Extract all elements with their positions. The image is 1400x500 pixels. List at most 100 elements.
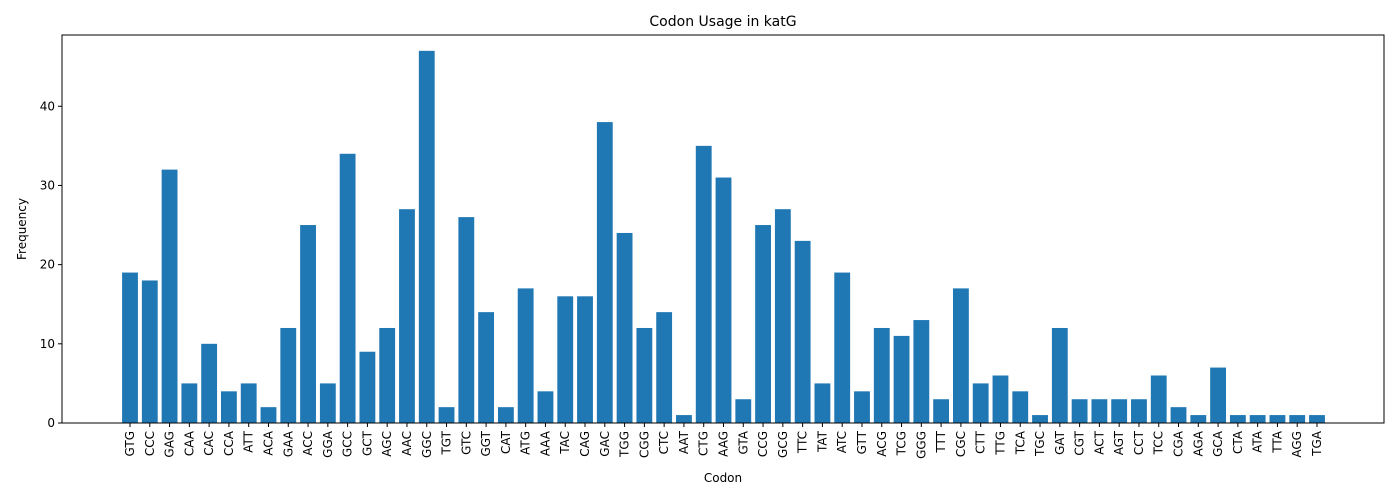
x-tick-label: GGC <box>420 431 434 458</box>
x-tick-label: GGT <box>479 430 493 456</box>
x-tick-label: TTC <box>796 431 810 454</box>
x-tick-label: CTC <box>657 431 671 454</box>
y-tick-label: 0 <box>47 416 55 430</box>
bar-cgt <box>1071 399 1088 423</box>
bar-tat <box>814 383 831 423</box>
bar-ctc <box>656 312 673 423</box>
bar-gct <box>359 351 376 423</box>
x-tick-label: GAT <box>1053 430 1067 455</box>
x-tick-label: CTG <box>697 431 711 456</box>
x-tick-label: AAT <box>677 430 691 454</box>
bar-aat <box>676 415 692 423</box>
bar-caa <box>181 383 198 423</box>
x-tick-label: ACG <box>875 431 889 457</box>
x-tick-label: CGC <box>954 431 968 457</box>
bar-tgc <box>1032 415 1048 423</box>
x-tick-label: TGA <box>1310 430 1324 457</box>
bar-gta <box>735 399 752 423</box>
bar-tgt <box>438 407 455 423</box>
bar-gtg <box>122 272 138 423</box>
bar-atg <box>517 288 534 423</box>
bar-ggg <box>913 320 930 423</box>
bar-gtt <box>854 391 870 423</box>
x-tick-label: CTA <box>1231 430 1245 454</box>
x-axis: GTG CCC GAG CAA CAC CCA ATT ACA GAA ACC GGA GCC GCT A… <box>123 423 1324 459</box>
x-tick-label: ACT <box>1092 430 1106 454</box>
x-tick-label: ATC <box>835 431 849 453</box>
x-tick-label: GCC <box>341 431 355 457</box>
bar-agt <box>1111 399 1128 423</box>
bar-cta <box>1229 415 1246 423</box>
bar-ttg <box>992 375 1009 423</box>
y-axis-title: Frequency <box>15 198 29 260</box>
y-axis: 0 10 20 30 40 <box>40 99 62 430</box>
x-tick-label: AGC <box>380 431 394 457</box>
x-tick-label: GTG <box>123 431 137 457</box>
bar-ctt <box>972 383 989 423</box>
x-tick-label: CAA <box>182 430 196 456</box>
x-tick-label: GCG <box>776 431 790 458</box>
chart-title: Codon Usage in katG <box>649 14 796 30</box>
bar-gca <box>1210 367 1226 423</box>
x-tick-label: GGA <box>321 430 335 458</box>
x-tick-label: GAG <box>163 431 177 458</box>
bar-act <box>1091 399 1108 423</box>
bar-cgc <box>952 288 969 423</box>
x-tick-label: ACC <box>301 431 315 456</box>
y-tick-label: 20 <box>40 258 55 272</box>
x-tick-label: CCG <box>756 431 770 457</box>
bar-ccg <box>755 225 771 423</box>
x-tick-label: TTT <box>934 430 948 453</box>
bar-agc <box>379 327 396 423</box>
x-tick-label: TCC <box>1152 431 1166 455</box>
bar-tga <box>1309 415 1325 423</box>
x-tick-label: ATG <box>519 431 533 455</box>
x-tick-label: ATT <box>242 430 256 452</box>
bar-acc <box>300 225 316 423</box>
x-tick-label: GAA <box>281 430 295 457</box>
x-tick-label: GAC <box>598 431 612 457</box>
bar-cat <box>497 407 514 423</box>
bar-acg <box>873 327 890 423</box>
bar-ggc <box>418 50 435 424</box>
x-tick-label: TCG <box>895 431 909 456</box>
x-tick-label: GGG <box>914 431 928 459</box>
bar-ccc <box>141 280 158 423</box>
bar-gga <box>319 383 336 423</box>
bar-gcc <box>339 153 356 423</box>
y-tick-label: 10 <box>40 337 55 351</box>
bar-cga <box>1170 407 1187 423</box>
x-tick-label: CGT <box>1073 430 1087 455</box>
x-tick-label: ACA <box>261 430 275 455</box>
x-tick-label: TGC <box>1033 431 1047 457</box>
bar-gac <box>596 122 613 423</box>
x-tick-label: CCC <box>143 431 157 456</box>
bar-tgg <box>616 232 633 423</box>
x-tick-label: TTG <box>993 431 1007 456</box>
bar-cac <box>201 343 218 423</box>
x-tick-label: CTT <box>974 430 988 453</box>
x-tick-label: AGT <box>1112 430 1126 455</box>
bar-gtc <box>458 217 475 423</box>
bar-gat <box>1051 327 1068 423</box>
bar-tca <box>1012 391 1029 423</box>
bars-group <box>122 50 1325 424</box>
bar-ttc <box>794 240 811 423</box>
x-tick-label: TGG <box>618 431 632 458</box>
bar-aac <box>399 209 415 423</box>
x-tick-label: CAG <box>578 431 592 457</box>
plot-frame <box>61 34 1385 424</box>
y-tick-label: 40 <box>40 99 55 113</box>
x-tick-label: GCA <box>1211 430 1225 457</box>
bar-atc <box>834 272 851 423</box>
bar-agg <box>1289 415 1306 423</box>
x-tick-label: CAT <box>499 430 513 454</box>
x-tick-label: TGT <box>440 430 454 455</box>
bar-ata <box>1249 415 1266 423</box>
x-tick-label: CGG <box>637 431 651 458</box>
bar-gaa <box>280 327 297 423</box>
bar-ttt <box>933 399 950 423</box>
x-tick-label: TAT <box>815 430 829 453</box>
bar-cca <box>221 391 237 423</box>
